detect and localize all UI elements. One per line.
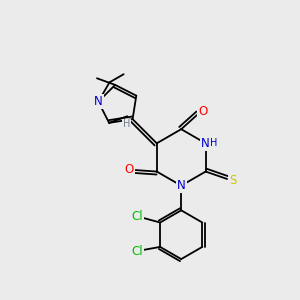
Text: O: O [198,106,208,118]
Text: N: N [177,179,186,192]
Text: S: S [229,174,237,187]
Text: N: N [94,95,103,108]
Text: Cl: Cl [131,210,143,223]
Text: H: H [210,138,218,148]
Text: N: N [201,137,210,150]
Text: H: H [123,119,130,130]
Text: O: O [125,163,134,176]
Text: Cl: Cl [131,245,143,258]
